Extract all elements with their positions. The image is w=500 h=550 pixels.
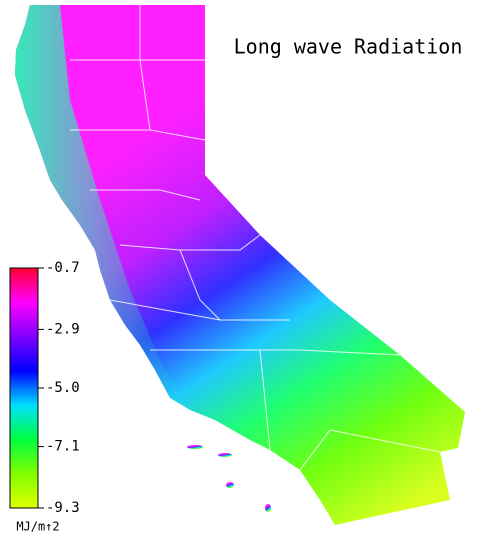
colorbar-tick-label: -2.9 [46, 321, 80, 337]
colorbar-tick-label: -7.1 [46, 439, 80, 455]
colorbar-tick-label: -5.0 [46, 380, 80, 396]
colorbar-tick-label: -0.7 [46, 260, 80, 276]
colorbar-unit: MJ/m↑2 [16, 520, 59, 534]
color-legend: MJ/m↑2 -0.7 -2.9 -5.0 -7.1 -9.3 [9, 260, 80, 534]
colorbar-tick-label: -9.3 [46, 500, 80, 516]
map-title: Long wave Radiation [234, 35, 463, 59]
state-shape [15, 5, 465, 525]
colorbar [9, 267, 39, 509]
